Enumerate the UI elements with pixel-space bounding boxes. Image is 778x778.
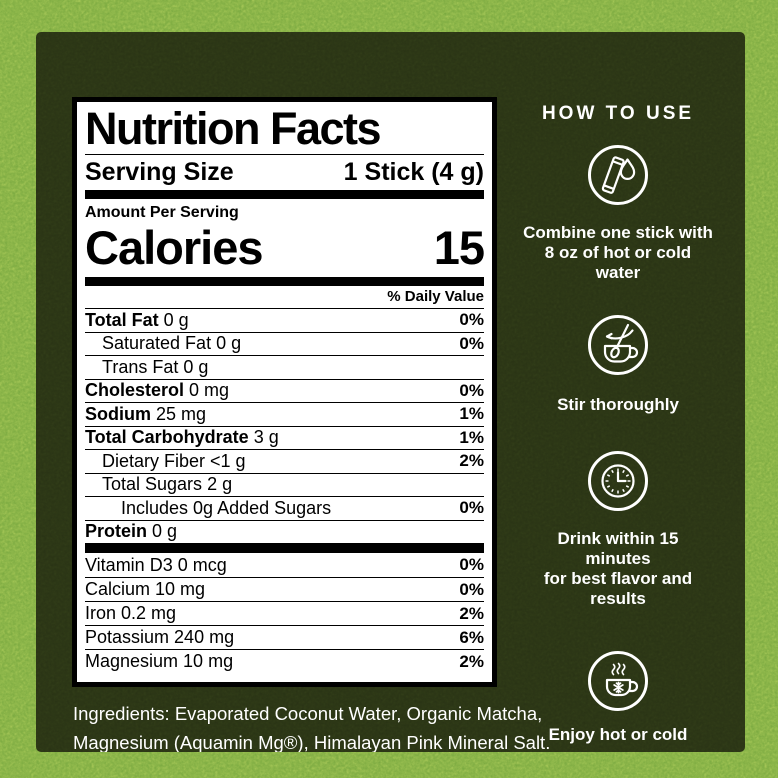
nutrient-name: Dietary Fiber	[102, 450, 206, 471]
nutrient-row-protein: Protein 0 g	[85, 519, 484, 544]
daily-value-header: % Daily Value	[387, 288, 484, 305]
nutrient-daily-value: 1%	[459, 404, 484, 424]
nutrient-name: Total Carbohydrate	[85, 427, 249, 448]
nutrient-row-total-carbohydrate: Total Carbohydrate 3 g 1%	[85, 425, 484, 450]
clock-icon	[588, 451, 648, 511]
nutrient-amount: 2 g	[207, 474, 233, 495]
nutrient-name: Trans Fat	[102, 356, 179, 377]
nutrient-name: Total Fat	[85, 309, 159, 330]
nutrient-row-vitamin-d3: Vitamin D3 0 mcg 0%	[85, 553, 484, 577]
nutrient-daily-value: 0%	[459, 555, 484, 574]
nutrient-daily-value: 2%	[459, 603, 484, 623]
stir-spoon-cup-icon	[588, 315, 648, 375]
nutrient-row-dietary-fiber: Dietary Fiber <1 g 2%	[85, 449, 484, 473]
step-caption-combine: Combine one stick with 8 oz of hot or co…	[523, 223, 713, 282]
nutrient-daily-value: 0%	[459, 310, 484, 330]
nutrient-amount: 0 g	[216, 333, 242, 354]
nutrient-daily-value: 0%	[459, 333, 484, 353]
nutrient-row-sodium: Sodium 25 mg 1%	[85, 402, 484, 426]
nutrient-amount: 0.2 mg	[121, 603, 177, 623]
step-caption-stir: Stir thoroughly	[557, 395, 679, 414]
nutrient-daily-value: 0%	[459, 380, 484, 400]
divider	[85, 154, 484, 155]
nutrient-name: Saturated Fat	[102, 333, 212, 354]
nutrient-amount: 0 g	[152, 521, 178, 542]
nutrient-amount: 10 mg	[183, 651, 234, 671]
step-caption-drink: Drink within 15 minutes for best flavor …	[543, 529, 693, 608]
nutrient-row-added-sugars: Includes 0g Added Sugars 0%	[85, 496, 484, 520]
nutrient-amount: 10 mg	[155, 579, 206, 599]
nutrient-amount: 0 g	[183, 356, 209, 377]
nutrient-row-trans-fat: Trans Fat 0 g	[85, 355, 484, 379]
nutrient-daily-value: 2%	[459, 451, 484, 471]
nutrient-row-total-sugars: Total Sugars 2 g	[85, 472, 484, 497]
nutrient-amount: 0 g	[163, 309, 189, 330]
nutrient-name: Sodium	[85, 403, 151, 424]
how-to-use-title: HOW TO USE	[541, 103, 695, 124]
label-title: Nutrition Facts	[85, 103, 382, 154]
serving-size-label: Serving Size	[85, 158, 234, 186]
nutrient-amount: 25 mg	[156, 403, 207, 424]
nutrition-facts-label: Nutrition Facts Serving Size 1 Stick (4 …	[72, 97, 497, 687]
nutrient-name: Vitamin D3	[85, 554, 173, 575]
nutrient-name: Includes 0g Added Sugars	[121, 497, 332, 518]
nutrient-row-total-fat: Total Fat 0 g 0%	[85, 308, 484, 332]
nutrient-amount: 0 mcg	[177, 554, 227, 575]
nutrient-row-magnesium: Magnesium 10 mg 2%	[85, 649, 484, 673]
calories-value: 15	[433, 221, 485, 274]
hot-cold-cup-icon	[588, 651, 648, 711]
stick-and-water-drop-icon	[588, 145, 648, 205]
nutrient-name: Magnesium	[85, 651, 179, 671]
nutrient-amount: 240 mg	[174, 627, 235, 647]
nutrient-daily-value: 6%	[459, 627, 484, 647]
nutrient-daily-value: 2%	[459, 651, 484, 671]
thick-divider	[85, 543, 484, 553]
step-caption-enjoy: Enjoy hot or cold	[548, 725, 688, 744]
nutrient-row-cholesterol: Cholesterol 0 mg 0%	[85, 378, 484, 403]
nutrient-row-iron: Iron 0.2 mg 2%	[85, 601, 484, 625]
nutrient-daily-value: 0%	[459, 579, 484, 599]
nutrient-row-calcium: Calcium 10 mg 0%	[85, 577, 484, 601]
nutrient-daily-value: 0%	[459, 498, 484, 518]
nutrient-row-potassium: Potassium 240 mg 6%	[85, 625, 484, 649]
amount-per-serving-label: Amount Per Serving	[85, 204, 239, 221]
nutrient-name: Iron	[85, 603, 117, 623]
ingredients-text: Ingredients: Evaporated Coconut Water, O…	[73, 703, 551, 752]
nutrient-name: Protein	[85, 521, 148, 542]
dark-green-panel: Nutrition Facts Serving Size 1 Stick (4 …	[36, 32, 745, 752]
nutrient-row-saturated-fat: Saturated Fat 0 g 0%	[85, 331, 484, 356]
thick-divider	[85, 277, 484, 286]
nutrient-amount: 0 mg	[189, 380, 230, 401]
nutrient-name: Cholesterol	[85, 380, 185, 401]
how-to-use-section: HOW TO USE Combine one stick with 8 oz o…	[523, 103, 713, 745]
thick-divider	[85, 190, 484, 199]
calories-row: Calories 15	[85, 221, 485, 277]
nutrient-daily-value: 1%	[459, 427, 484, 447]
serving-size-value: 1 Stick (4 g)	[343, 158, 484, 186]
calories-label: Calories	[85, 221, 263, 274]
nutrient-amount: 3 g	[253, 427, 279, 448]
nutrient-name: Calcium	[85, 579, 151, 599]
nutrient-amount: <1 g	[210, 450, 246, 471]
nutrient-name: Potassium	[85, 627, 170, 647]
nutrient-name: Total Sugars	[102, 474, 203, 495]
serving-size-row: Serving Size 1 Stick (4 g)	[85, 155, 484, 190]
